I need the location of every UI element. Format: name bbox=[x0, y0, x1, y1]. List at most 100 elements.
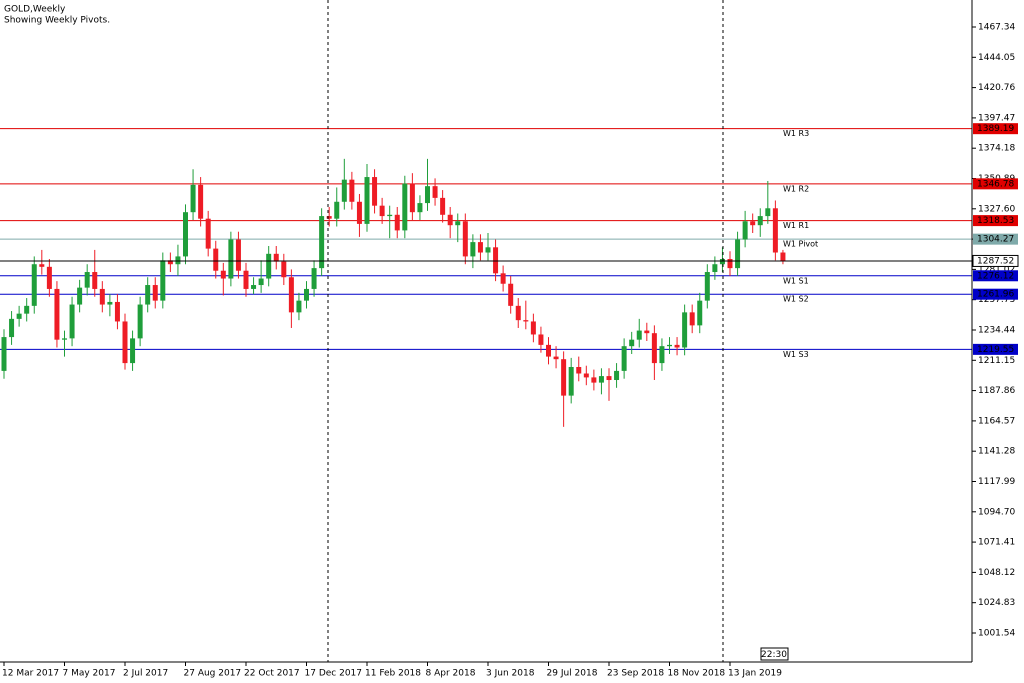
x-tick-label: 23 Sep 2018 bbox=[607, 669, 664, 679]
candle-body bbox=[266, 253, 272, 279]
y-tick-label: 1211.15 bbox=[978, 356, 1015, 366]
price-box bbox=[973, 343, 1018, 355]
candle-body bbox=[273, 253, 279, 262]
chart-title: GOLD,Weekly bbox=[4, 5, 66, 15]
price-box-label: 1304.27 bbox=[977, 235, 1014, 245]
candle-body bbox=[659, 346, 665, 364]
pivot-name: W1 R3 bbox=[783, 129, 809, 138]
candle-body bbox=[235, 239, 241, 271]
candle-body bbox=[493, 247, 499, 274]
pivot-name: W1 Pivot bbox=[783, 240, 818, 249]
candle-body bbox=[160, 260, 166, 301]
x-tick-label: 8 Apr 2018 bbox=[426, 669, 476, 679]
x-tick-label: 13 Jan 2019 bbox=[728, 669, 782, 679]
candle-body bbox=[508, 283, 514, 306]
candle-body bbox=[742, 221, 748, 240]
price-box bbox=[973, 123, 1018, 135]
candle-body bbox=[107, 301, 113, 305]
candle-body bbox=[538, 334, 544, 345]
candle-body bbox=[523, 320, 529, 322]
candle-body bbox=[667, 344, 672, 347]
y-tick-label: 1397.47 bbox=[978, 113, 1015, 123]
candle-body bbox=[16, 313, 22, 319]
price-box bbox=[972, 254, 1019, 267]
pivot-name: W1 S2 bbox=[783, 295, 809, 304]
price-box bbox=[973, 288, 1018, 300]
candle-body bbox=[190, 184, 196, 213]
y-tick-label: 1374.18 bbox=[978, 144, 1015, 154]
candle-body bbox=[636, 330, 642, 340]
candle-body bbox=[417, 203, 423, 213]
x-tick-label: 27 Aug 2017 bbox=[184, 669, 242, 679]
y-tick-label: 1024.83 bbox=[978, 598, 1015, 608]
candle-body bbox=[92, 272, 98, 289]
y-tick-label: 1257.73 bbox=[978, 295, 1015, 305]
candle-body bbox=[402, 183, 408, 231]
candle-body bbox=[296, 300, 302, 313]
candle-body bbox=[598, 376, 604, 383]
candle-body bbox=[409, 183, 415, 213]
candle-body bbox=[356, 201, 362, 224]
candle-body bbox=[772, 208, 778, 253]
candle-body bbox=[394, 214, 400, 231]
candle-body bbox=[470, 242, 476, 257]
candle-body bbox=[281, 261, 287, 278]
candle-body bbox=[130, 338, 136, 364]
x-tick-label: 12 Mar 2017 bbox=[2, 669, 59, 679]
candle-body bbox=[455, 221, 461, 226]
candle-body bbox=[530, 321, 536, 335]
y-tick-label: 1001.54 bbox=[978, 628, 1015, 638]
candle-body bbox=[727, 259, 733, 269]
candle-body bbox=[24, 305, 30, 314]
y-tick-label: 1117.99 bbox=[978, 477, 1015, 487]
price-box-label: 1389.19 bbox=[977, 124, 1014, 134]
candle-body bbox=[46, 266, 52, 289]
candle-body bbox=[258, 278, 264, 286]
price-box bbox=[973, 270, 1018, 282]
candle-body bbox=[9, 318, 15, 338]
candle-body bbox=[183, 212, 188, 257]
candle-body bbox=[62, 338, 67, 340]
candle-body bbox=[704, 272, 710, 301]
candle-body bbox=[500, 273, 506, 284]
pivot-name: W1 S3 bbox=[783, 350, 809, 359]
candle-body bbox=[304, 288, 309, 301]
candle-body bbox=[621, 346, 627, 371]
pivot-name: W1 R1 bbox=[783, 221, 809, 230]
pivot-name: W1 S1 bbox=[783, 276, 809, 285]
candle-body bbox=[334, 201, 340, 219]
candle-body bbox=[77, 287, 83, 305]
y-tick-label: 1187.86 bbox=[978, 386, 1015, 396]
candle-body bbox=[735, 239, 741, 269]
x-tick-label: 2 Jul 2017 bbox=[123, 669, 168, 679]
price-box-label: 1287.52 bbox=[977, 256, 1014, 266]
candle-body bbox=[651, 333, 657, 364]
price-box bbox=[973, 178, 1018, 190]
candle-body bbox=[288, 277, 294, 313]
candle-body bbox=[757, 216, 763, 226]
candle-body bbox=[447, 214, 453, 226]
y-tick-label: 1444.05 bbox=[978, 53, 1015, 63]
x-tick-label: 18 Nov 2018 bbox=[668, 669, 726, 679]
candle-body bbox=[39, 264, 45, 267]
candle-body bbox=[379, 205, 385, 217]
y-tick-label: 1141.28 bbox=[978, 447, 1015, 457]
x-tick-label: 17 Dec 2017 bbox=[305, 669, 363, 679]
candle-body bbox=[54, 288, 60, 340]
candle-body bbox=[697, 300, 703, 326]
candle-body bbox=[546, 344, 551, 357]
candle-body bbox=[213, 248, 219, 271]
price-box-label: 1261.96 bbox=[977, 290, 1014, 300]
price-box bbox=[973, 233, 1018, 245]
x-tick-label: 29 Jul 2018 bbox=[547, 669, 598, 679]
y-tick-label: 1048.12 bbox=[978, 568, 1015, 578]
candle-body bbox=[175, 256, 181, 265]
candle-body bbox=[425, 186, 430, 204]
y-tick-label: 1234.44 bbox=[978, 325, 1015, 335]
candle-body bbox=[1, 337, 7, 371]
candle-body bbox=[69, 304, 75, 339]
price-box-label: 1276.12 bbox=[977, 271, 1014, 281]
candle-body bbox=[364, 177, 370, 224]
candle-body bbox=[114, 301, 120, 322]
